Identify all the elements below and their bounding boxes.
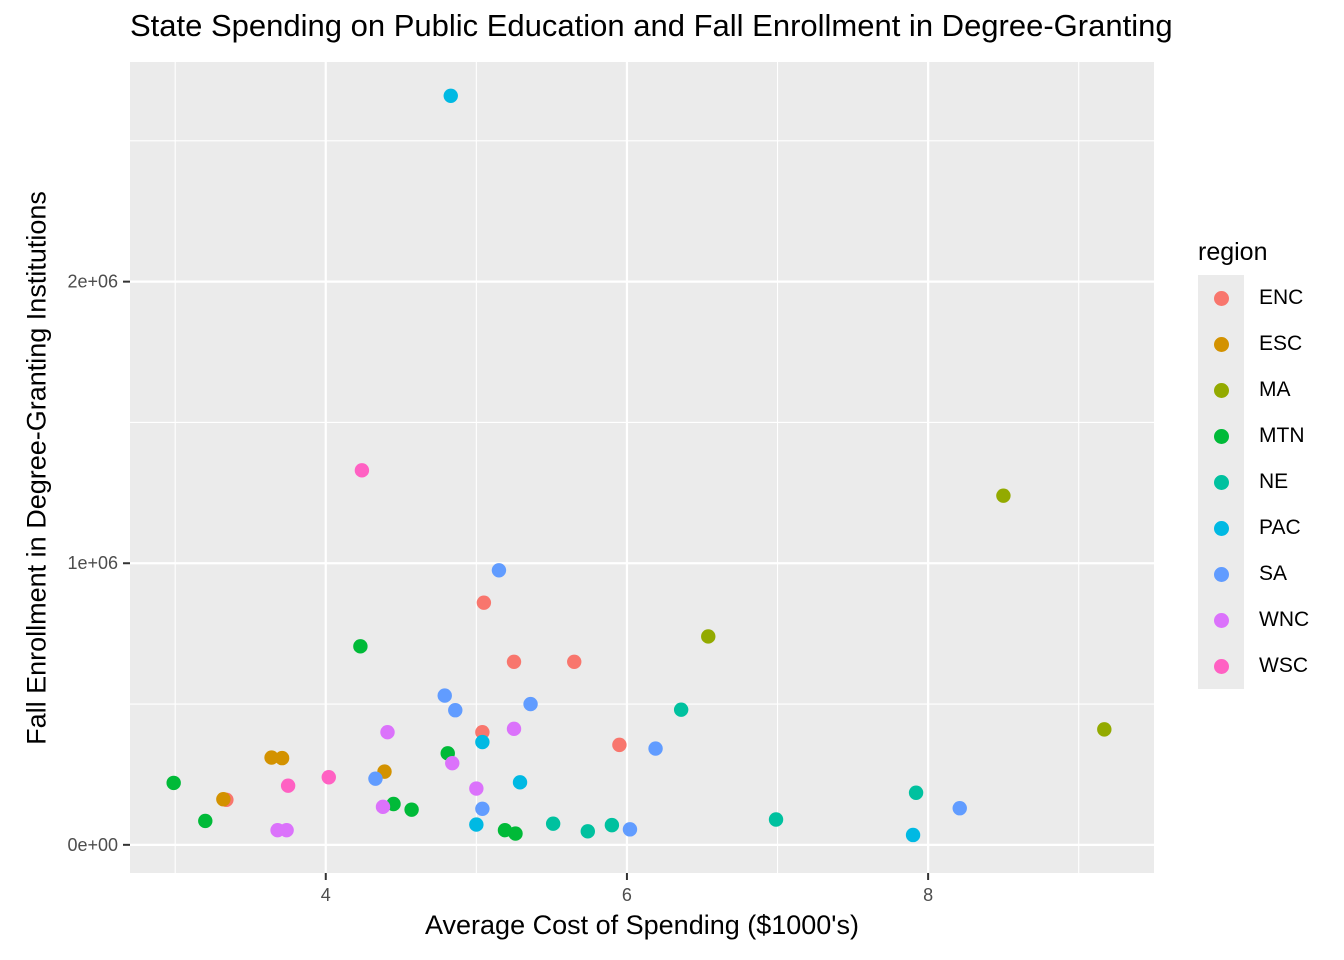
legend-key	[1198, 275, 1244, 321]
data-point-enc	[612, 737, 627, 753]
data-point-pac	[512, 775, 528, 790]
data-point-wnc	[445, 755, 460, 771]
legend-item-enc: ENC	[1198, 275, 1309, 321]
legend-item-ne: NE	[1198, 459, 1309, 505]
legend-label: MA	[1259, 378, 1291, 401]
legend-item-ma: MA	[1198, 367, 1309, 413]
y-axis-label: Fall Enrollment in Degree-Granting Insti…	[21, 191, 52, 745]
data-point-esc	[274, 750, 290, 766]
data-point-wnc	[279, 822, 294, 838]
data-point-wnc	[380, 725, 395, 740]
legend-key	[1198, 413, 1244, 459]
legend-dot	[1213, 658, 1229, 674]
data-point-mtn	[353, 639, 368, 654]
data-point-ma	[1097, 722, 1112, 737]
data-point-sa	[491, 563, 507, 578]
data-point-esc	[216, 792, 231, 807]
data-point-wnc	[469, 781, 484, 796]
legend-dot	[1213, 290, 1229, 306]
legend-item-esc: ESC	[1198, 321, 1309, 367]
data-point-sa	[437, 688, 452, 703]
data-point-pac	[475, 734, 490, 750]
legend-label: ESC	[1259, 332, 1303, 355]
legend-dot	[1213, 382, 1229, 398]
data-point-sa	[475, 801, 490, 816]
legend-dot	[1213, 428, 1229, 444]
legend-key	[1198, 505, 1244, 551]
data-point-enc	[475, 725, 490, 740]
data-points	[166, 88, 1112, 843]
legend-item-pac: PAC	[1198, 505, 1309, 551]
legend-label: MTN	[1259, 424, 1305, 447]
legend-key	[1198, 643, 1244, 689]
data-point-pac	[905, 827, 921, 843]
legend-dot	[1213, 566, 1229, 582]
data-point-esc	[264, 750, 279, 765]
legend-label: WNC	[1259, 608, 1310, 631]
x-tick-label: 6	[622, 885, 632, 905]
data-point-ma	[701, 629, 716, 644]
data-point-wsc	[354, 463, 370, 478]
data-point-ne	[604, 817, 620, 833]
data-point-sa	[622, 822, 638, 837]
legend-items: ENC ESC MA MTN NE PAC SA WNC WSC	[1198, 275, 1309, 689]
legend-dot	[1213, 474, 1229, 490]
legend-dot	[1213, 336, 1229, 352]
data-point-enc	[476, 595, 492, 610]
data-point-ne	[673, 702, 689, 717]
legend-key	[1198, 597, 1244, 643]
legend-label: WSC	[1259, 654, 1308, 677]
legend-key	[1198, 321, 1244, 367]
data-point-mtn	[404, 802, 419, 817]
data-point-sa	[368, 771, 383, 786]
data-point-ne	[545, 816, 561, 831]
data-point-sa	[952, 801, 967, 816]
data-point-pac	[443, 88, 458, 103]
legend-key	[1198, 551, 1244, 597]
axis-ticks: 4 6 8 0e+00 1e+06 2e+06	[67, 272, 933, 905]
y-tick-label: 2e+06	[67, 272, 118, 292]
data-point-wnc	[375, 799, 391, 815]
legend-item-wnc: WNC	[1198, 597, 1309, 643]
legend-key	[1198, 459, 1244, 505]
legend-dot	[1213, 612, 1229, 628]
legend-item-sa: SA	[1198, 551, 1309, 597]
data-point-mtn	[508, 826, 523, 841]
data-point-enc	[567, 654, 582, 670]
plot-panel	[130, 62, 1154, 873]
legend-title: region	[1198, 238, 1268, 266]
data-point-mtn	[166, 775, 181, 791]
data-point-ne	[768, 812, 784, 827]
data-point-wnc	[506, 721, 522, 737]
data-point-ne	[580, 824, 595, 839]
x-tick-label: 8	[923, 885, 933, 905]
data-point-sa	[648, 741, 663, 756]
legend-key	[1198, 367, 1244, 413]
legend-label: ENC	[1259, 286, 1304, 309]
x-axis-label: Average Cost of Spending ($1000's)	[425, 910, 859, 940]
legend-item-mtn: MTN	[1198, 413, 1309, 459]
legend-label: NE	[1259, 470, 1289, 493]
data-point-mtn	[198, 813, 213, 829]
x-tick-label: 4	[321, 885, 331, 905]
y-tick-label: 1e+06	[67, 553, 118, 573]
chart-title: State Spending on Public Education and F…	[130, 8, 1173, 43]
data-point-ne	[908, 785, 924, 800]
data-point-pac	[469, 817, 484, 832]
data-point-wsc	[321, 770, 336, 785]
data-point-sa	[523, 696, 538, 712]
data-point-sa	[448, 703, 463, 718]
data-point-ma	[996, 488, 1011, 503]
legend-dot	[1213, 520, 1229, 536]
minor-gridlines	[130, 62, 1154, 873]
legend-label: PAC	[1259, 516, 1301, 539]
legend-label: SA	[1259, 562, 1288, 585]
legend-item-wsc: WSC	[1198, 643, 1309, 689]
data-point-enc	[506, 654, 522, 670]
y-tick-label: 0e+00	[67, 835, 118, 855]
major-gridlines	[130, 62, 1154, 873]
data-point-wsc	[280, 778, 296, 793]
legend: region ENC ESC MA MTN NE PAC SA WNC WSC	[1198, 238, 1309, 689]
